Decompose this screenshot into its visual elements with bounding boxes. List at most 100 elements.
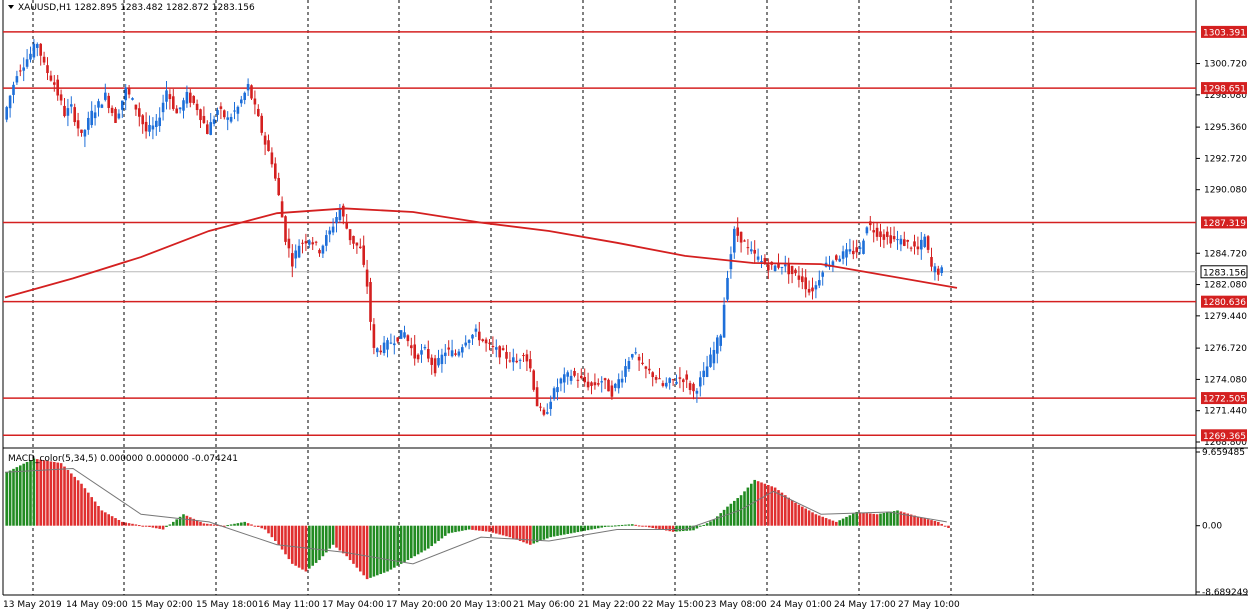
candle-down [542, 409, 546, 415]
candle-down [610, 385, 614, 397]
macd-bar-down [80, 483, 83, 526]
candle-down [916, 246, 920, 250]
candle-down [488, 342, 491, 344]
price-tick-label: 1279.440 [1204, 312, 1247, 322]
candle-down [875, 227, 879, 237]
macd-bar-down [814, 514, 818, 526]
macd-tick-label: -8.689249 [1202, 588, 1248, 598]
macd-bar-up [393, 525, 396, 568]
candle-down [39, 43, 42, 56]
macd-bar-down [648, 525, 651, 528]
macd-bar-up [308, 525, 311, 569]
macd-bar-down [869, 513, 872, 526]
macd-bar-down [515, 525, 518, 540]
macd-bar-down [644, 525, 648, 527]
candle-down [882, 234, 886, 240]
candle-down [651, 372, 654, 378]
macd-bar-up [382, 525, 386, 573]
macd-bar-up [620, 524, 624, 526]
macd-bar-up [178, 516, 182, 526]
candle-down [284, 216, 287, 242]
macd-bar-up [896, 510, 899, 526]
macd-bar-down [641, 525, 644, 527]
macd-bar-down [76, 480, 80, 526]
macd-bar-down [257, 525, 260, 527]
candle-up [699, 377, 702, 387]
candle-down [250, 85, 253, 99]
candle-up [620, 378, 624, 383]
macd-bar-up [729, 503, 733, 526]
macd-bar-up [576, 525, 580, 533]
macd-bar-down [518, 525, 522, 541]
candle-down [644, 366, 648, 369]
macd-bar-down [83, 488, 87, 526]
candle-down [454, 353, 457, 355]
macd-bar-up [175, 519, 178, 526]
macd-bar-down [903, 512, 906, 526]
macd-bar-up [617, 525, 620, 527]
candle-down [172, 96, 175, 109]
time-tick-label: 15 May 02:00 [131, 600, 193, 610]
macd-bar-up [325, 525, 328, 553]
macd-bar-down [777, 490, 780, 526]
macd-bar-up [563, 525, 566, 535]
macd-bar-down [362, 525, 365, 576]
macd-bar-up [168, 524, 172, 526]
candle-down [637, 356, 641, 361]
macd-bar-up [454, 525, 457, 533]
candle-down [597, 383, 600, 385]
macd-bar-down [291, 525, 294, 564]
macd-bar-down [185, 515, 189, 526]
macd-bar-down [223, 525, 226, 527]
candle-up [614, 383, 617, 388]
macd-bar-up [369, 525, 372, 578]
macd-bar-up [624, 524, 627, 526]
level-label: 1269.365 [1203, 432, 1246, 442]
candle-up [161, 102, 165, 113]
time-tick-label: 17 May 20:00 [386, 600, 448, 610]
candle-down [777, 263, 780, 268]
candle-down [903, 239, 906, 246]
candle-up [716, 337, 719, 354]
macd-bar-down [495, 525, 498, 534]
candle-up [471, 334, 474, 339]
macd-bar-up [226, 525, 229, 527]
candle-up [212, 119, 216, 124]
macd-bar-up [600, 525, 603, 528]
candle-down [379, 350, 382, 353]
macd-bar-up [607, 525, 610, 527]
candle-down [879, 231, 882, 238]
candle-up [512, 357, 515, 363]
macd-bar-up [675, 525, 678, 532]
macd-bar-up [750, 483, 753, 526]
candle-up [182, 100, 185, 111]
candle-down [797, 275, 801, 280]
candle-down [301, 242, 304, 244]
candle-up [858, 247, 862, 249]
price-tick-label: 1284.720 [1204, 249, 1247, 259]
candle-up [756, 256, 760, 260]
macd-bar-up [311, 525, 314, 566]
time-tick-label: 21 May 22:00 [578, 600, 640, 610]
macd-signal-line [4, 467, 947, 565]
macd-bar-down [498, 525, 501, 535]
macd-bar-down [70, 473, 73, 526]
macd-bar-down [192, 518, 195, 526]
macd-bar-down [284, 525, 287, 555]
candle-up [185, 91, 189, 104]
macd-bar-up [695, 525, 699, 529]
macd-bar-down [926, 519, 930, 526]
candle-down [396, 337, 399, 342]
macd-bar-down [342, 525, 345, 554]
candle-down [362, 245, 365, 265]
macd-bar-down [144, 525, 148, 527]
current-price-label: 1283.156 [1203, 268, 1246, 278]
candle-up [148, 124, 151, 132]
candle-down [80, 129, 83, 133]
candle-up [461, 347, 464, 353]
dropdown-triangle-icon [8, 5, 14, 9]
candle-down [219, 106, 223, 109]
macd-bar-up [447, 525, 450, 534]
macd-bar-down [671, 525, 675, 532]
macd-bar-up [430, 525, 433, 547]
